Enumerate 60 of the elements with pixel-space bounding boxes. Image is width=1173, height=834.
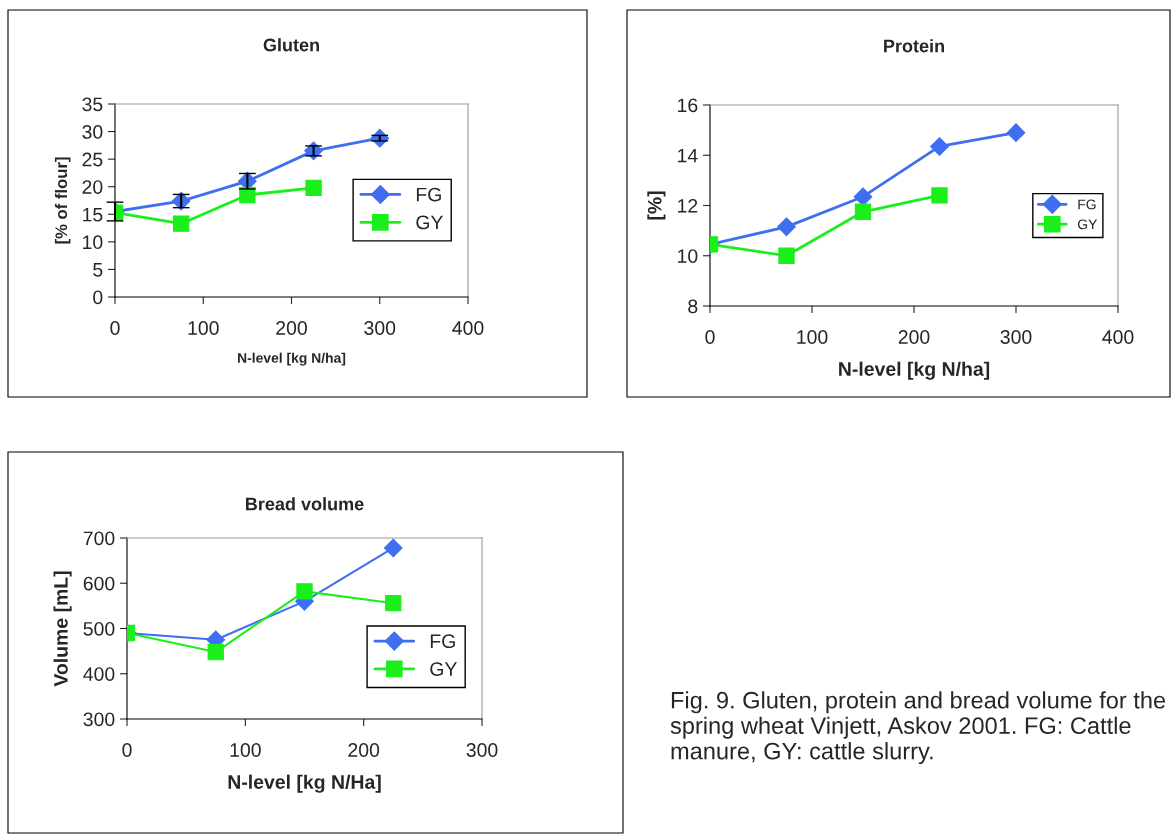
legend-label: GY bbox=[416, 215, 444, 230]
y-tick-label: 10 bbox=[678, 249, 698, 263]
y-tick-label: 20 bbox=[82, 180, 103, 194]
point bbox=[854, 203, 872, 220]
chart-title: Protein bbox=[884, 39, 944, 53]
point bbox=[778, 247, 795, 264]
y-tick-label: 300 bbox=[83, 712, 115, 727]
point bbox=[296, 583, 313, 600]
y-tick-label: 25 bbox=[82, 152, 103, 167]
x-tick-label: 200 bbox=[276, 321, 307, 335]
point bbox=[853, 187, 873, 207]
x-tick-label: 100 bbox=[797, 330, 828, 344]
y-tick-label: 30 bbox=[82, 125, 103, 139]
point bbox=[385, 595, 402, 612]
point bbox=[777, 217, 796, 237]
y-tick-label: 8 bbox=[688, 299, 698, 314]
x-axis-title: N-level [kg N/ha] bbox=[238, 352, 346, 366]
y-tick-label: 16 bbox=[678, 98, 698, 113]
y-tick-label: 600 bbox=[83, 576, 115, 591]
y-tick-label: 700 bbox=[83, 531, 115, 546]
y-tick-label: 15 bbox=[83, 207, 103, 222]
y-tick-label: 12 bbox=[678, 198, 698, 213]
x-tick-label: 100 bbox=[230, 743, 261, 757]
y-tick-label: 400 bbox=[83, 667, 115, 681]
y-tick-label: 10 bbox=[83, 235, 103, 250]
legend-label: GY bbox=[1077, 219, 1098, 230]
x-tick-label: 0 bbox=[122, 743, 132, 757]
x-tick-label: 300 bbox=[364, 321, 396, 335]
x-tick-label: 300 bbox=[466, 743, 498, 757]
y-tick-label: 5 bbox=[93, 263, 103, 277]
point bbox=[207, 643, 224, 661]
chart-title: Gluten bbox=[263, 38, 319, 52]
y-tick-label: 35 bbox=[82, 97, 103, 112]
point bbox=[930, 137, 949, 156]
caption: Fig. 9. Gluten, protein and bread volume for the spring wheat Vinjett, Askov 2001. FG: Cattle manure, GY: cattle slurry. bbox=[670, 691, 1166, 765]
y-tick-label: 14 bbox=[678, 148, 698, 163]
x-tick-label: 200 bbox=[348, 743, 380, 757]
x-tick-label: 300 bbox=[1000, 330, 1032, 344]
y-tick-label: 500 bbox=[83, 621, 115, 636]
legend-label: FG bbox=[1078, 199, 1096, 210]
point bbox=[305, 179, 322, 196]
point bbox=[173, 215, 190, 232]
x-tick-label: 0 bbox=[705, 330, 715, 344]
legend-label: GY bbox=[430, 662, 457, 676]
x-tick-label: 200 bbox=[898, 330, 930, 344]
x-tick-label: 400 bbox=[1102, 330, 1134, 344]
y-tick-label: 0 bbox=[93, 290, 103, 305]
x-axis-title: N-level [kg N/ha] bbox=[839, 361, 990, 380]
legend-label: FG bbox=[430, 634, 455, 649]
y-axis-title: Volume [mL] bbox=[53, 571, 72, 687]
legend-label: FG bbox=[416, 187, 441, 202]
x-tick-label: 400 bbox=[452, 321, 484, 335]
y-axis-title: [% of flour] bbox=[54, 157, 71, 244]
point bbox=[931, 187, 948, 204]
chart-title: Bread volume bbox=[246, 497, 364, 511]
x-axis-title: N-level [kg N/Ha] bbox=[228, 774, 381, 793]
point bbox=[1006, 123, 1026, 142]
y-axis-title: [%] bbox=[647, 191, 666, 220]
point bbox=[383, 538, 403, 558]
x-tick-label: 100 bbox=[188, 321, 219, 335]
